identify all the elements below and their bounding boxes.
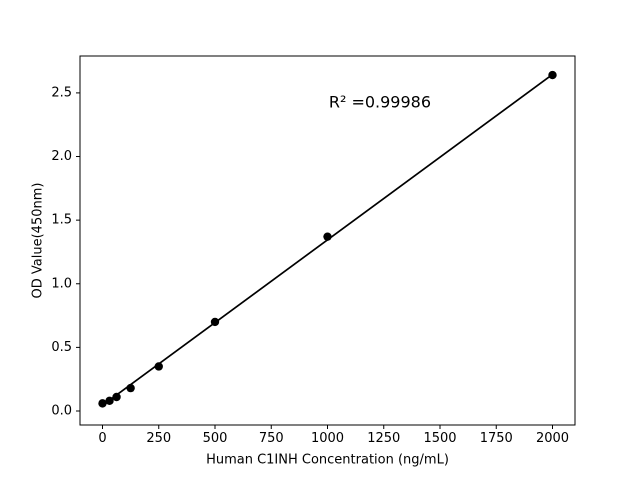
data-point: [210, 317, 220, 327]
x-tick-label: 1250: [367, 431, 400, 446]
data-point: [98, 399, 107, 408]
x-tick-label: 2000: [536, 431, 569, 446]
y-tick-label: 0.5: [51, 340, 72, 355]
data-point: [548, 70, 557, 80]
x-tick-label: 0: [98, 431, 106, 446]
y-tick-label: 2.5: [51, 85, 72, 100]
r-squared-annotation: R² =0.99986: [329, 93, 431, 112]
x-tick-label: 1000: [311, 431, 344, 446]
x-tick-label: 1500: [423, 431, 456, 446]
data-point: [323, 232, 332, 241]
data-point: [112, 392, 121, 402]
x-tick-label: 750: [259, 431, 284, 446]
data-point: [154, 362, 163, 371]
y-tick-label: 1.5: [51, 213, 72, 228]
y-tick-label: 1.0: [51, 276, 72, 291]
y-tick-label: 0.0: [51, 404, 72, 419]
data-point: [105, 396, 114, 406]
y-axis-label: OD Value(450nm): [31, 183, 46, 299]
x-axis-label: Human C1INH Concentration (ng/mL): [206, 453, 449, 468]
y-tick-label: 2.0: [51, 149, 72, 164]
data-point: [126, 383, 135, 393]
x-tick-label: 250: [146, 431, 171, 446]
x-tick-label: 1750: [480, 431, 513, 446]
x-tick-label: 500: [203, 431, 228, 446]
